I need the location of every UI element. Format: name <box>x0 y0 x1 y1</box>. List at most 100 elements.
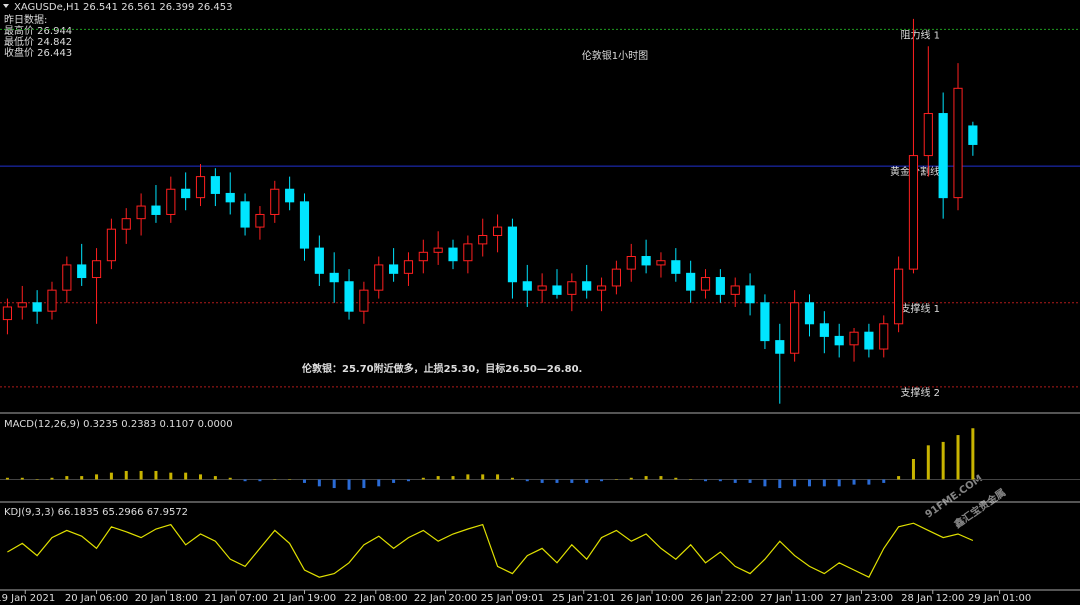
annotation: 伦敦银：25.70附近做多，止损25.30，目标26.50—26.80. <box>302 362 582 375</box>
macd-bar <box>956 435 960 480</box>
candle-body <box>389 264 399 274</box>
macd-bar <box>882 479 886 483</box>
macd-bar <box>644 476 648 480</box>
candle-body <box>255 213 265 228</box>
candle-body <box>136 205 146 220</box>
macd-bar <box>302 479 306 483</box>
macd-bar <box>525 479 529 482</box>
candle-body <box>433 247 443 253</box>
macd-bar <box>793 479 797 487</box>
candle-body <box>374 264 384 291</box>
candle-body <box>611 268 621 287</box>
candle-body <box>953 87 963 199</box>
candle-body <box>17 302 27 308</box>
x-tick-label: 21 Jan 07:00 <box>204 593 267 604</box>
macd-bar <box>629 477 633 480</box>
candle-body <box>686 272 696 291</box>
x-tick-label: 29 Jan 01:00 <box>968 593 1031 604</box>
macd-bar <box>80 476 84 480</box>
macd-bar <box>941 441 945 480</box>
candle-body <box>760 302 770 342</box>
x-tick-label: 22 Jan 20:00 <box>414 593 477 604</box>
macd-bar <box>258 479 262 482</box>
macd-bar <box>466 474 470 480</box>
candle-body <box>285 188 295 203</box>
candle-body <box>923 113 933 157</box>
candle-body <box>151 205 161 215</box>
x-tick-label: 27 Jan 11:00 <box>760 593 823 604</box>
x-tick-label: 26 Jan 10:00 <box>620 593 683 604</box>
x-tick-label: 22 Jan 08:00 <box>344 593 407 604</box>
macd-bar <box>50 477 54 480</box>
macd-bar <box>65 476 69 480</box>
macd-bar <box>852 479 856 485</box>
macd-bar <box>213 476 217 480</box>
macd-label: MACD(12,26,9) 0.3235 0.2383 0.1107 0.000… <box>4 419 233 430</box>
candle-body <box>656 260 666 266</box>
candle-body <box>62 264 72 291</box>
macd-bar <box>926 445 930 480</box>
macd-bar <box>733 479 737 483</box>
candle-body <box>2 306 13 321</box>
macd-bar <box>199 474 203 480</box>
candle-body <box>715 277 725 295</box>
macd-bar <box>124 470 128 480</box>
chart-title: 伦敦银1小时图 <box>582 49 648 62</box>
prev-high: 最高价 26.944 <box>4 24 72 37</box>
candle-body <box>463 243 473 262</box>
candle-body <box>47 289 57 312</box>
candle-body <box>864 331 874 350</box>
macd-bar <box>332 479 336 489</box>
candle-body <box>492 226 503 236</box>
candle-body <box>522 281 532 291</box>
candle-body <box>418 251 428 262</box>
macd-bar <box>510 477 514 480</box>
candle-body <box>314 247 324 274</box>
level-label: 支撑线 1 <box>900 302 940 315</box>
candle-body <box>403 260 414 274</box>
menu-arrow <box>3 4 9 8</box>
candle-body <box>567 281 577 295</box>
macd-bar <box>421 477 425 480</box>
candle-body <box>552 285 562 295</box>
candle-body <box>478 234 488 245</box>
prev-day: 昨日数据: <box>4 13 47 26</box>
macd-bar <box>585 479 589 483</box>
macd-bar <box>748 479 752 483</box>
candle-body <box>834 335 844 346</box>
candle-body <box>641 256 651 266</box>
candle-body <box>344 281 354 312</box>
macd-bar <box>273 479 277 480</box>
x-tick-label: 19 Jan 2021 <box>0 593 55 604</box>
prev-close: 收盘价 26.443 <box>4 46 72 59</box>
candle-body <box>240 201 250 228</box>
candle-body <box>908 155 919 270</box>
macd-bar <box>109 472 113 480</box>
candle-body <box>596 285 607 291</box>
candle-body <box>195 176 206 199</box>
macd-bar <box>689 479 693 480</box>
candle-body <box>32 302 42 312</box>
candle-body <box>671 260 681 274</box>
candle-body <box>166 188 176 215</box>
macd-bar <box>496 474 500 480</box>
level-label: 支撑线 2 <box>900 386 940 399</box>
candle-body <box>181 188 191 199</box>
candle-body <box>819 323 829 337</box>
x-tick-label: 25 Jan 21:01 <box>552 593 615 604</box>
candle-body <box>210 176 220 194</box>
prev-low: 最低价 24.842 <box>4 35 72 48</box>
x-tick-label: 26 Jan 22:00 <box>690 593 753 604</box>
x-tick-label: 27 Jan 23:00 <box>830 593 893 604</box>
x-tick-label: 21 Jan 19:00 <box>273 593 336 604</box>
candle-body <box>77 264 87 279</box>
candle-body <box>106 228 116 262</box>
candle-body <box>225 192 235 203</box>
macd-bar <box>481 474 485 480</box>
candle-body <box>359 289 369 312</box>
candle-body <box>879 323 889 350</box>
macd-bar <box>228 477 232 480</box>
macd-bar <box>570 479 574 483</box>
x-tick-label: 20 Jan 18:00 <box>135 593 198 604</box>
